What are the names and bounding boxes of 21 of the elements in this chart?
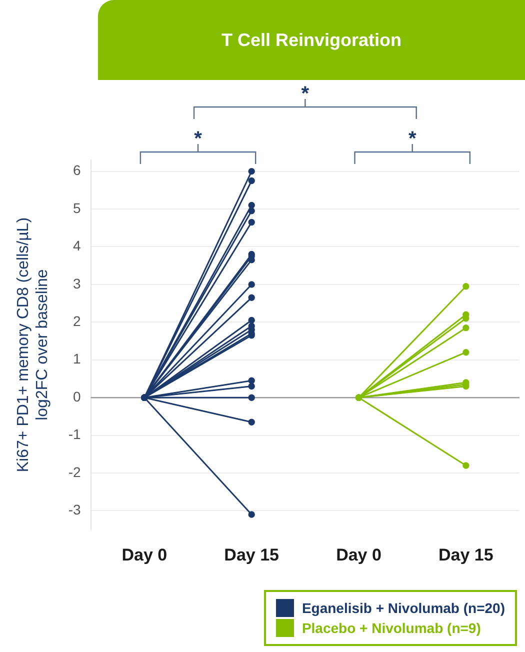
legend-label: Eganelisib + Nivolumab (n=20) bbox=[302, 600, 505, 616]
y-tick-label: 0 bbox=[73, 388, 82, 404]
x-tick-label: Day 0 bbox=[122, 545, 168, 564]
y-tick-label: -3 bbox=[68, 502, 82, 518]
y-tick-label: 2 bbox=[73, 313, 82, 330]
y-tick-label: -2 bbox=[68, 464, 82, 480]
y-tick-label: 1 bbox=[73, 350, 82, 367]
y-tick-label: -1 bbox=[68, 426, 82, 442]
y-axis-title: Ki67+ PD1+ memory CD8 (cells/µL) log2FC over baseline bbox=[15, 217, 52, 472]
y-tick-label: 3 bbox=[73, 275, 82, 292]
y-tick-label: 5 bbox=[73, 200, 82, 216]
x-tick-label: Day 15 bbox=[224, 545, 280, 564]
text: * bbox=[194, 128, 202, 150]
text: * bbox=[301, 83, 310, 105]
x-tick-label: Day 15 bbox=[438, 545, 494, 564]
y-tick-label: 4 bbox=[73, 238, 82, 254]
chart-title: T Cell Reinvigoration bbox=[98, 0, 525, 80]
y-tick-label: 6 bbox=[73, 162, 82, 178]
legend-label: Placebo + Nivolumab (n=9) bbox=[302, 620, 481, 636]
x-tick-label: Day 0 bbox=[336, 545, 382, 564]
text: * bbox=[408, 128, 416, 150]
